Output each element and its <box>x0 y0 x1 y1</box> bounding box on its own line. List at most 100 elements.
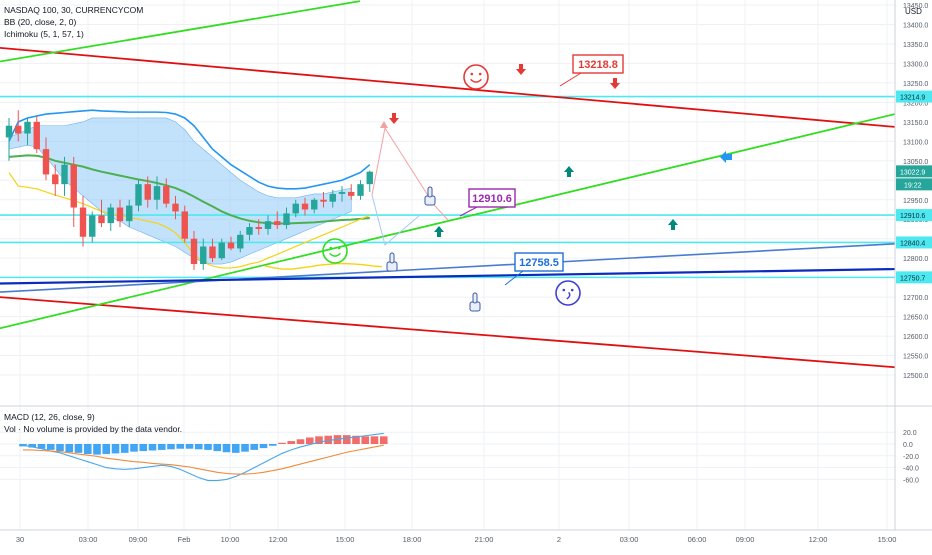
face-eye <box>562 288 566 292</box>
arrow-shaft <box>519 64 523 69</box>
green-smile-icon[interactable] <box>322 238 348 264</box>
macd-histogram-bar <box>120 444 129 453</box>
macd-histogram-bar <box>250 444 259 450</box>
countdown-label: 19:22 <box>904 182 922 189</box>
candle <box>5 117 13 161</box>
candle-body <box>301 203 309 210</box>
up-arrow-marker[interactable] <box>434 226 444 237</box>
navy-trend[interactable] <box>0 267 895 285</box>
hand-finger <box>389 252 395 264</box>
callout-box <box>514 252 564 272</box>
price-tick-label: 12950.0 <box>903 198 928 205</box>
candle <box>52 164 59 196</box>
candle-body <box>52 174 59 185</box>
price-tag-text: 13022.9 <box>900 169 925 176</box>
candle-body <box>255 227 262 229</box>
candle <box>246 223 253 241</box>
face-eye <box>337 246 341 250</box>
candle-body <box>329 193 336 202</box>
arrow-left-icon <box>720 151 726 163</box>
horizontal-levels[interactable] <box>0 95 895 279</box>
macd-pane <box>19 432 388 482</box>
macd-histogram-bar <box>370 436 379 444</box>
candle-body <box>153 186 161 200</box>
time-axis[interactable]: 30 03:00 09:00 Feb 10:00 12:00 15:00 18:00 21:00… <box>16 535 897 544</box>
candle-body <box>135 184 142 206</box>
price-tag-bg <box>896 90 932 103</box>
price-label-tag: 13214.9 <box>896 90 932 103</box>
candle <box>107 203 114 231</box>
candle-body <box>200 246 207 265</box>
pointing-hand-icon[interactable] <box>424 186 436 206</box>
projection-path-blue[interactable] <box>371 194 421 246</box>
arrow-shaft <box>567 172 571 177</box>
red-trend-upper[interactable] <box>0 46 895 128</box>
price-label-tag: 13022.9 <box>896 165 932 178</box>
callout-pointer <box>559 72 582 87</box>
macd-histogram-bar <box>296 439 305 444</box>
candle-body <box>61 164 68 185</box>
macd-histogram-bar <box>176 444 185 449</box>
macd-tick-label: -40.0 <box>903 466 919 473</box>
down-arrow-marker[interactable] <box>389 113 399 124</box>
bb-legend[interactable]: BB (20, close, 2, 0) <box>4 17 76 27</box>
trend-lines[interactable] <box>0 0 895 369</box>
red-trend-lower[interactable] <box>0 296 895 369</box>
macd-histogram-bar <box>167 444 175 450</box>
candle-body <box>264 221 272 229</box>
pointing-hand-icon[interactable] <box>469 292 481 312</box>
price-tick-label: 12700.0 <box>903 295 928 302</box>
down-arrow-marker[interactable] <box>516 64 526 75</box>
price-label-tag: 12750.7 <box>896 271 932 284</box>
up-arrow-marker[interactable] <box>564 166 574 177</box>
macd-histogram-bar <box>37 444 46 449</box>
candle-body <box>5 125 13 138</box>
down-arrow-marker[interactable] <box>610 78 620 89</box>
callout-12910-6[interactable]: 12910.6 <box>459 188 516 217</box>
symbol-legend[interactable]: NASDAQ 100, 30, CURRENCYCOM <box>4 5 143 15</box>
macd-histogram-bar <box>102 444 111 455</box>
price-tick-label: 13200.0 <box>903 100 928 107</box>
blue-trend[interactable] <box>0 242 895 293</box>
candle <box>144 176 151 208</box>
candle <box>218 238 225 261</box>
time-tick-label: Feb <box>178 535 191 544</box>
macd-histogram-bar <box>287 441 296 444</box>
arrow-up-icon <box>434 226 444 232</box>
candle <box>357 180 364 200</box>
smiley-icon[interactable] <box>463 64 489 90</box>
macd-histogram-bar <box>324 435 333 444</box>
face-eye <box>478 72 482 76</box>
time-tick-label: 09:00 <box>129 535 148 544</box>
candle-body <box>311 199 318 210</box>
green-trend-upper[interactable] <box>0 0 361 63</box>
projection-path[interactable] <box>371 126 449 221</box>
price-tag-bg <box>896 209 932 222</box>
ichimoku-legend[interactable]: Ichimoku (5, 1, 57, 1) <box>4 29 84 39</box>
candle <box>227 236 235 251</box>
price-tick-label: 13400.0 <box>903 22 928 29</box>
drawings[interactable]: 13218.8 12910.6 12758.5 <box>322 54 732 312</box>
vol-legend[interactable]: Vol · No volume is provided by the data … <box>4 424 182 434</box>
candle <box>79 195 87 247</box>
callout-12758-5[interactable]: 12758.5 <box>504 252 564 286</box>
frown-face-icon[interactable] <box>555 280 581 306</box>
callout-13218-8[interactable]: 13218.8 <box>559 54 624 87</box>
price-tick-label: 12800.0 <box>903 256 928 263</box>
face-eye <box>329 246 333 250</box>
macd-histogram-bar <box>342 435 351 444</box>
pointing-hand-icon[interactable] <box>386 252 398 272</box>
macd-histogram-bar <box>157 444 166 450</box>
macd-tick-label: 0.0 <box>903 442 913 449</box>
green-trend-lower[interactable] <box>0 113 895 330</box>
candle <box>181 205 188 243</box>
macd-legend[interactable]: MACD (12, 26, close, 9) <box>4 412 95 422</box>
macd-axis[interactable]: 20.0 0.0 -20.0 -40.0 -60.0 <box>903 430 919 484</box>
time-tick-label: 12:00 <box>269 535 288 544</box>
candle <box>237 230 244 253</box>
up-arrow-marker[interactable] <box>668 219 678 230</box>
left-arrow-marker[interactable] <box>720 151 732 163</box>
candle-body <box>320 199 327 202</box>
